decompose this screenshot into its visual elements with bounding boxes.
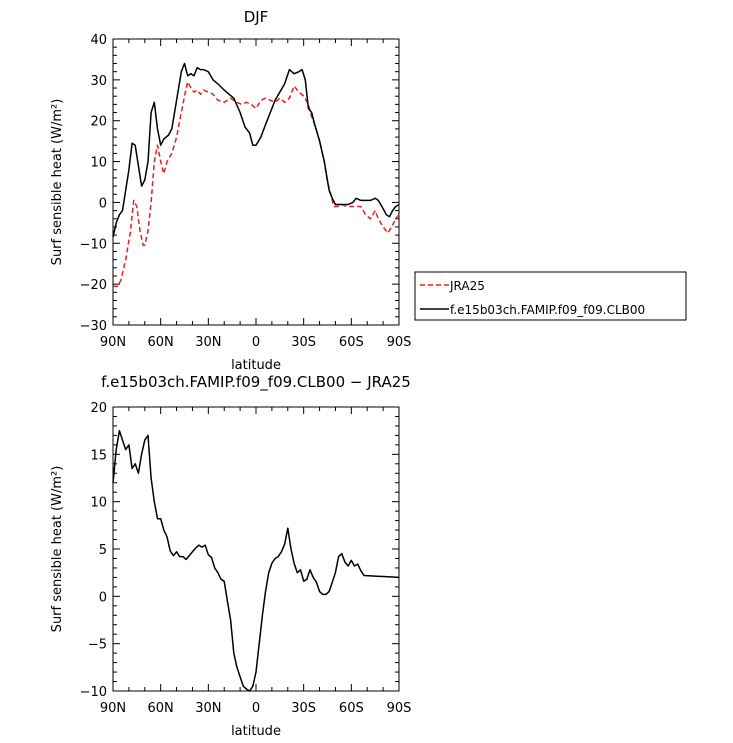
bottom-y-tick-label: 5: [99, 543, 107, 558]
bottom-x-tick-label: 90S: [387, 701, 412, 716]
bottom-x-tick-label: 60N: [148, 701, 174, 716]
top-y-axis-label: Surf sensible heat (W/m²): [50, 99, 65, 266]
bottom-x-tick-label: 90N: [100, 701, 126, 716]
bottom-series-line-0: [112, 429, 400, 692]
bottom-y-tick-label: 10: [90, 496, 107, 511]
top-x-tick-label: 30N: [195, 335, 221, 350]
legend-box: [414, 271, 687, 321]
bottom-y-axis-label: Surf sensible heat (W/m²): [50, 466, 65, 633]
top-y-tick-label: 0: [99, 196, 107, 211]
bottom-y-tick-label: 20: [90, 401, 107, 416]
top-y-tick-label: 30: [90, 74, 107, 89]
top-x-tick-label: 30S: [291, 335, 316, 350]
top-x-axis-label: latitude: [231, 358, 281, 373]
top-chart-title: DJF: [244, 8, 269, 26]
top-series-line-1: [112, 62, 400, 238]
top-plot-frame: [112, 38, 400, 326]
top-y-tick-label: −20: [80, 278, 107, 293]
bottom-x-axis: 90N 60N 30N 0 30S 60S 90S: [100, 407, 412, 716]
top-y-tick-label: −10: [80, 237, 107, 252]
legend-label-model: f.e15b03ch.FAMIP.f09_f09.CLB00: [450, 303, 645, 317]
bottom-y-tick-label: −10: [80, 685, 107, 700]
top-series-group: [112, 62, 400, 287]
bottom-x-axis-label: latitude: [231, 724, 281, 739]
top-y-tick-label: 10: [90, 156, 107, 171]
top-y-tick-label: −30: [80, 319, 107, 334]
top-x-tick-label: 90S: [387, 335, 412, 350]
legend-label-jra25: JRA25: [449, 279, 485, 293]
bottom-y-tick-label: 15: [90, 448, 107, 463]
top-legend: JRA25 f.e15b03ch.FAMIP.f09_f09.CLB00: [414, 271, 687, 321]
top-x-tick-label: 0: [252, 335, 260, 350]
bottom-chart-title: f.e15b03ch.FAMIP.f09_f09.CLB00 − JRA25: [101, 373, 411, 392]
bottom-y-axis: −10 −5 0 5 10 15 20: [80, 401, 399, 700]
top-x-tick-label: 60N: [148, 335, 174, 350]
bottom-plot-frame: [112, 406, 400, 692]
bottom-x-tick-label: 30N: [195, 701, 221, 716]
bottom-x-tick-label: 30S: [291, 701, 316, 716]
bottom-series-group: [112, 429, 400, 692]
top-x-axis: 90N 60N 30N 0 30S 60S 90S: [100, 39, 412, 350]
top-y-tick-label: 20: [90, 115, 107, 130]
bottom-y-tick-label: 0: [99, 590, 107, 605]
top-x-tick-label: 90N: [100, 335, 126, 350]
bottom-x-tick-label: 60S: [339, 701, 364, 716]
bottom-x-tick-label: 0: [252, 701, 260, 716]
bottom-y-tick-label: −5: [88, 638, 107, 653]
top-x-tick-label: 60S: [339, 335, 364, 350]
top-y-axis: −30 −20 −10 0 10 20 30 40: [80, 33, 399, 334]
top-series-line-0: [113, 81, 400, 287]
bottom-chart: f.e15b03ch.FAMIP.f09_f09.CLB00 − JRA25 −…: [50, 373, 411, 739]
top-y-tick-label: 40: [90, 33, 107, 48]
